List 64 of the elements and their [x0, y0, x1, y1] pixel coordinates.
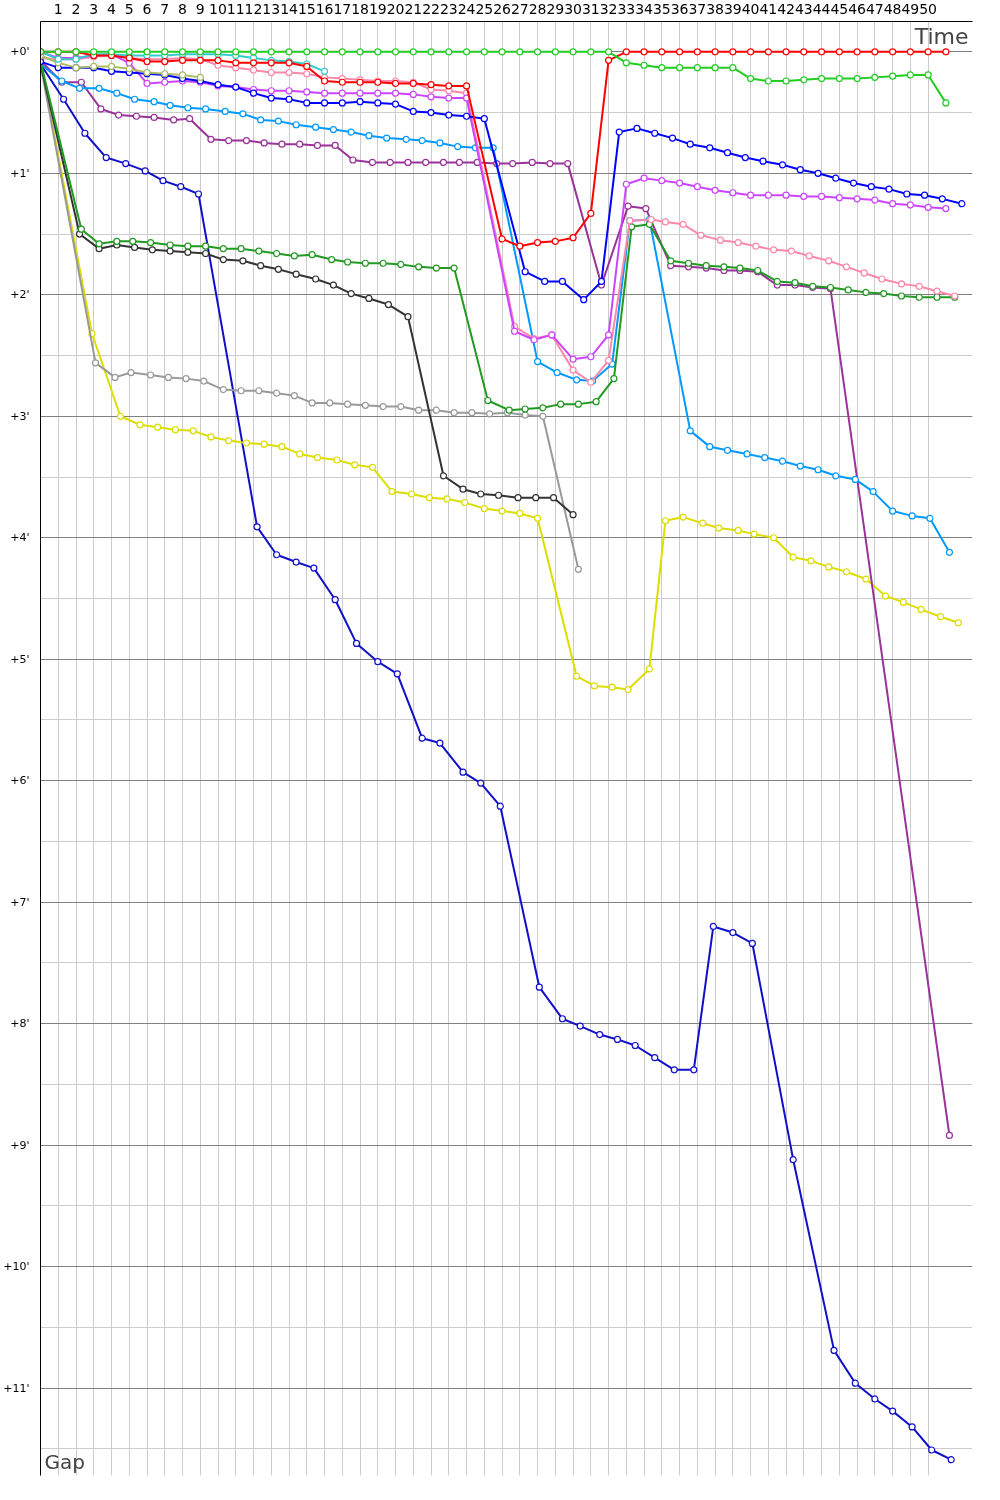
x-tick-label: 14	[280, 0, 299, 17]
y-axis-title: Gap	[44, 1449, 85, 1474]
x-tick-label: 39	[723, 0, 742, 17]
x-tick-label: 47	[865, 0, 884, 17]
x-tick-label: 45	[830, 0, 849, 17]
x-tick-label: 35	[652, 0, 671, 17]
x-tick-label: 31	[581, 0, 600, 17]
x-tick-label: 20	[386, 0, 405, 17]
x-tick-label: 2	[71, 0, 81, 17]
x-tick-label: 25	[475, 0, 494, 17]
y-tick-label: +11'	[3, 1381, 30, 1395]
x-tick-label: 22	[422, 0, 440, 17]
y-tick-label: +10'	[3, 1260, 30, 1274]
x-tick-label: 9	[195, 0, 205, 17]
x-tick-label: 12	[244, 0, 263, 17]
x-tick-label: 5	[124, 0, 134, 17]
x-tick-label: 40	[741, 0, 760, 17]
x-axis-title: Time	[913, 23, 969, 49]
y-tick-label: +4'	[10, 531, 30, 545]
y-tick-label: +5'	[10, 652, 30, 666]
x-tick-label: 15	[297, 0, 316, 17]
x-tick-label: 11	[226, 0, 245, 17]
x-tick-label: 21	[404, 0, 423, 17]
y-tick-label: +0'	[10, 45, 30, 59]
x-tick-label: 26	[493, 0, 512, 17]
y-tick-label: +1'	[10, 166, 30, 180]
x-tick-label: 42	[777, 0, 796, 17]
x-tick-label: 6	[142, 0, 152, 17]
x-tick-label: 36	[670, 0, 689, 17]
x-tick-label: 19	[368, 0, 387, 17]
x-tick-label: 10	[209, 0, 227, 17]
x-tick-label: 3	[89, 0, 99, 17]
x-tick-label: 43	[794, 0, 813, 17]
y-tick-label: +6'	[10, 774, 30, 788]
x-tick-label: 48	[883, 0, 902, 17]
x-tick-label: 49	[901, 0, 920, 17]
x-tick-label: 24	[457, 0, 476, 17]
x-tick-label: 13	[262, 0, 281, 17]
x-tick-label: 34	[635, 0, 654, 17]
x-tick-label: 50	[919, 0, 938, 17]
x-tick-label: 8	[178, 0, 187, 17]
x-tick-label: 29	[546, 0, 565, 17]
y-tick-label: +3'	[10, 409, 30, 423]
x-tick-label: 16	[315, 0, 334, 17]
x-tick-label: 33	[617, 0, 636, 17]
x-tick-label: 44	[812, 0, 831, 17]
y-tick-label: +9'	[10, 1138, 30, 1152]
y-tick-label: +8'	[10, 1017, 30, 1031]
x-tick-label: 28	[528, 0, 547, 17]
x-tick-label: 27	[510, 0, 529, 17]
x-tick-label: 46	[848, 0, 867, 17]
x-tick-label: 17	[333, 0, 352, 17]
x-tick-label: 32	[599, 0, 618, 17]
x-tick-label: 38	[706, 0, 725, 17]
x-tick-label: 30	[564, 0, 582, 17]
y-tick-label: +7'	[10, 895, 30, 909]
x-tick-label: 23	[439, 0, 458, 17]
x-tick-label: 1	[53, 0, 63, 17]
x-tick-label: 7	[160, 0, 170, 17]
x-tick-label: 18	[351, 0, 369, 17]
x-tick-label: 37	[688, 0, 707, 17]
y-tick-label: +2'	[10, 288, 30, 302]
x-tick-label: 4	[107, 0, 117, 17]
x-tick-label: 41	[759, 0, 778, 17]
